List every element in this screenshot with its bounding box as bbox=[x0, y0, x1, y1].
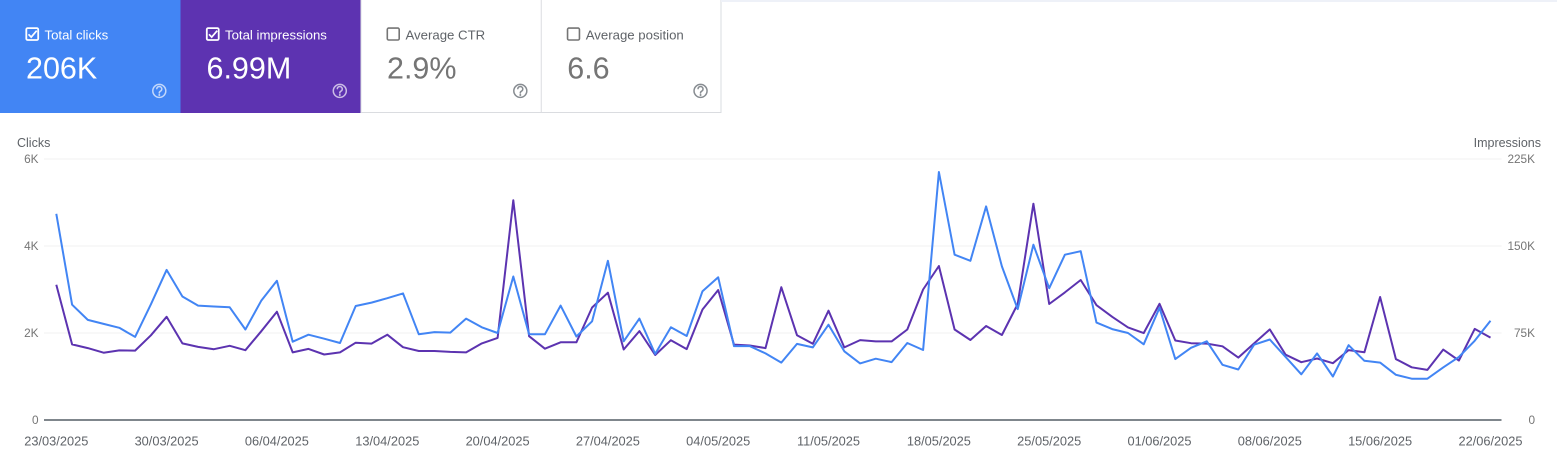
svg-text:27/04/2025: 27/04/2025 bbox=[576, 434, 640, 449]
svg-text:22/06/2025: 22/06/2025 bbox=[1458, 434, 1522, 449]
svg-text:Clicks: Clicks bbox=[17, 136, 50, 150]
svg-text:75K: 75K bbox=[1514, 326, 1535, 340]
svg-text:Total clicks: Total clicks bbox=[45, 28, 109, 43]
svg-text:4K: 4K bbox=[24, 239, 39, 253]
svg-text:01/06/2025: 01/06/2025 bbox=[1127, 434, 1191, 449]
svg-text:25/05/2025: 25/05/2025 bbox=[1017, 434, 1081, 449]
svg-text:06/04/2025: 06/04/2025 bbox=[245, 434, 309, 449]
svg-text:150K: 150K bbox=[1507, 239, 1535, 253]
svg-text:23/03/2025: 23/03/2025 bbox=[24, 434, 88, 449]
svg-text:206K: 206K bbox=[26, 52, 97, 86]
svg-text:6.99M: 6.99M bbox=[207, 52, 292, 86]
svg-text:Average CTR: Average CTR bbox=[406, 28, 486, 43]
svg-text:30/03/2025: 30/03/2025 bbox=[135, 434, 199, 449]
svg-text:04/05/2025: 04/05/2025 bbox=[686, 434, 750, 449]
svg-text:20/04/2025: 20/04/2025 bbox=[466, 434, 530, 449]
svg-text:08/06/2025: 08/06/2025 bbox=[1238, 434, 1302, 449]
svg-text:Total impressions: Total impressions bbox=[225, 28, 327, 43]
svg-text:0: 0 bbox=[1528, 413, 1535, 427]
svg-text:2K: 2K bbox=[24, 326, 39, 340]
svg-text:15/06/2025: 15/06/2025 bbox=[1348, 434, 1412, 449]
svg-text:225K: 225K bbox=[1507, 152, 1535, 166]
svg-text:18/05/2025: 18/05/2025 bbox=[907, 434, 971, 449]
svg-text:Impressions: Impressions bbox=[1474, 136, 1541, 150]
svg-text:13/04/2025: 13/04/2025 bbox=[355, 434, 419, 449]
svg-text:11/05/2025: 11/05/2025 bbox=[797, 434, 860, 449]
svg-text:Average position: Average position bbox=[586, 28, 684, 43]
svg-text:6K: 6K bbox=[24, 152, 39, 166]
svg-text:2.9%: 2.9% bbox=[387, 52, 457, 86]
svg-text:0: 0 bbox=[32, 413, 39, 427]
svg-text:6.6: 6.6 bbox=[567, 52, 609, 86]
